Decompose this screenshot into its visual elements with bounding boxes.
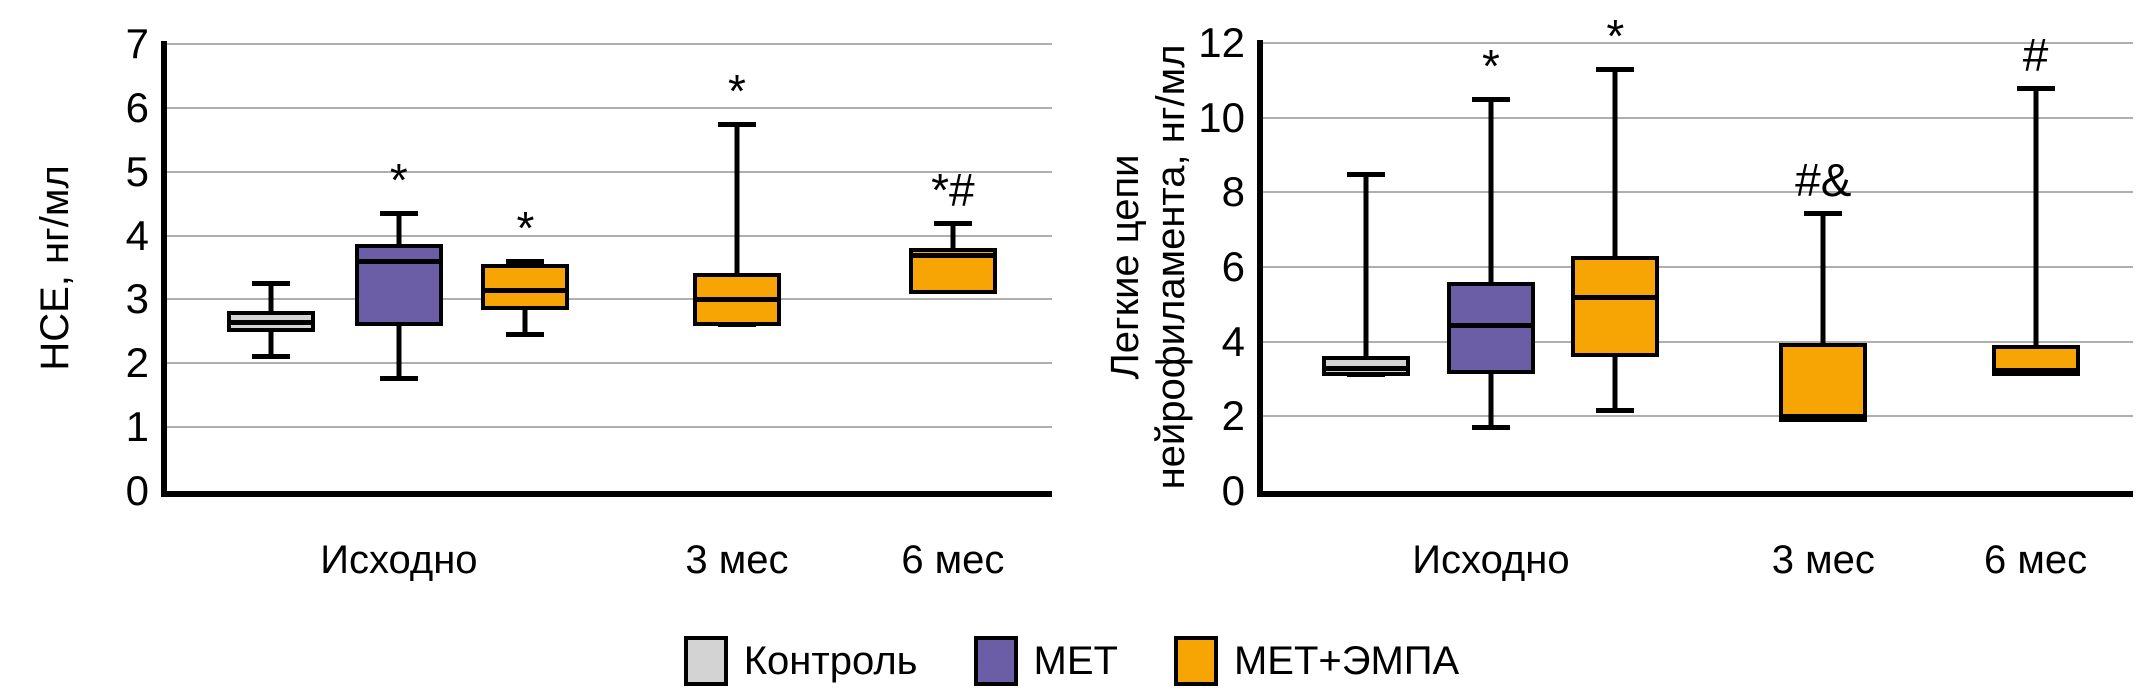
legend-item: МЕТ [973, 636, 1118, 686]
y-tick-label: 2 [1221, 392, 1245, 440]
y-tick-label: 8 [1221, 168, 1245, 216]
whisker-stem [1612, 69, 1618, 411]
whisker-cap-low [379, 376, 418, 382]
whisker-cap-high [2016, 85, 2055, 91]
x-category-label: 6 мес [1983, 538, 2088, 582]
y-tick-label: 10 [1198, 93, 1245, 141]
y-tick-label: 4 [1221, 317, 1245, 365]
gridline [1263, 415, 2133, 418]
gridline [1263, 340, 2133, 343]
y-tick-label: 4 [125, 211, 149, 259]
y-tick-label: 6 [1221, 243, 1245, 290]
y-axis-title-line: НСЕ, нг/мл [33, 164, 77, 371]
y-tick-label: 3 [125, 275, 149, 323]
whisker-cap-high [717, 121, 756, 127]
median-line [1325, 365, 1406, 371]
gridline [167, 234, 1052, 237]
legend-swatch [1173, 636, 1218, 686]
y-tick-label: 2 [125, 339, 149, 387]
y-axis-line [161, 41, 167, 497]
legend-swatch [683, 636, 728, 686]
y-axis-title-line: Легкие цепи [1103, 154, 1147, 380]
y-axis-title: НСЕ, нг/мл [32, 165, 78, 370]
gridline [1263, 42, 2133, 44]
whisker-stem [1820, 212, 1826, 421]
median-line [231, 319, 312, 325]
y-axis-title-line: нейрофиламента, нг/мл [1149, 44, 1193, 490]
median-line [1575, 294, 1656, 300]
whisker-cap-low [252, 353, 291, 359]
y-tick-label: 5 [125, 147, 149, 195]
legend-item: МЕТ+ЭМПА [1173, 636, 1460, 686]
gridline [167, 362, 1052, 365]
whisker-cap-high [506, 259, 545, 265]
whisker-stem [2033, 87, 2039, 374]
y-axis-line [1257, 40, 1263, 497]
gridline [167, 106, 1052, 109]
median-line [912, 252, 993, 258]
significance-annotation: * [516, 202, 535, 255]
significance-annotation: *# [931, 163, 975, 216]
box-МЕТ [354, 244, 443, 326]
whisker-stem [1488, 99, 1494, 428]
y-tick-label: 6 [125, 83, 149, 131]
significance-annotation: # [2022, 28, 2049, 81]
legend-label: МЕТ [1033, 639, 1118, 683]
y-tick-label: 12 [1198, 19, 1245, 66]
y-axis-title: Легкие цепи нейрофиламента, нг/мл [1102, 45, 1194, 490]
gridline [167, 298, 1052, 301]
box-МЕТ+ЭМПА [481, 263, 570, 310]
legend-label: МЕТ+ЭМПА [1233, 639, 1460, 683]
x-axis-line [161, 491, 1052, 497]
y-tick-label: 7 [125, 20, 149, 67]
median-line [1450, 322, 1531, 328]
x-category-label: 3 мес [1771, 538, 1875, 582]
legend-item: Контроль [683, 636, 918, 686]
median-line [1995, 367, 2076, 373]
whisker-cap-high [1471, 97, 1510, 102]
y-tick-label: 0 [1221, 467, 1245, 514]
neurofilament-boxplot-chart: 0 2 4 6 8 10 12 Исходно 3 мес 6 мес * * #& # Легкие це… [1103, 11, 2133, 582]
median-line [696, 297, 777, 303]
median-line [358, 259, 439, 265]
median-line [485, 287, 566, 293]
gridline [1263, 191, 2133, 194]
whisker-cap-high [379, 211, 418, 217]
gridline [167, 43, 1052, 45]
significance-annotation: * [1606, 10, 1625, 63]
whisker-stem [1363, 173, 1369, 376]
whisker-cap-high [1804, 210, 1843, 216]
significance-annotation: * [389, 154, 408, 207]
legend: Контроль МЕТ МЕТ+ЭМПА [0, 636, 2143, 686]
whisker-cap-high [1596, 67, 1635, 73]
whisker-cap-low [1596, 407, 1635, 413]
y-tick-label: 0 [125, 467, 149, 514]
median-line [1783, 414, 1864, 420]
x-category-label: 6 мес [901, 538, 1005, 582]
y-tick-label: 1 [125, 403, 149, 451]
whisker-cap-high [252, 281, 291, 287]
whisker-cap-high [933, 220, 972, 226]
gridline [1263, 266, 2133, 268]
box-МЕТ+ЭМПА [1779, 343, 1868, 423]
x-category-label: Исходно [1412, 538, 1570, 582]
nse-boxplot-chart: 0 1 2 3 4 5 6 7 Исходно 3 мес 6 мес * * * *# НСЕ, нг/мл [33, 20, 1052, 582]
legend-swatch [973, 636, 1018, 686]
x-category-label: 3 мес [685, 538, 789, 582]
whisker-cap-high [1346, 171, 1385, 177]
gridline [167, 170, 1052, 173]
x-category-label: Исходно [320, 538, 478, 582]
whisker-cap-low [506, 331, 545, 337]
box-МЕТ+ЭМПА [1571, 255, 1660, 357]
x-axis-line [1257, 491, 2133, 497]
significance-annotation: #& [1795, 153, 1852, 206]
gridline [167, 426, 1052, 429]
significance-annotation: * [1481, 40, 1500, 92]
gridline [1263, 116, 2133, 119]
whisker-stem [734, 123, 740, 325]
significance-annotation: * [727, 64, 746, 117]
whisker-cap-low [1471, 424, 1510, 430]
legend-label: Контроль [743, 639, 918, 683]
